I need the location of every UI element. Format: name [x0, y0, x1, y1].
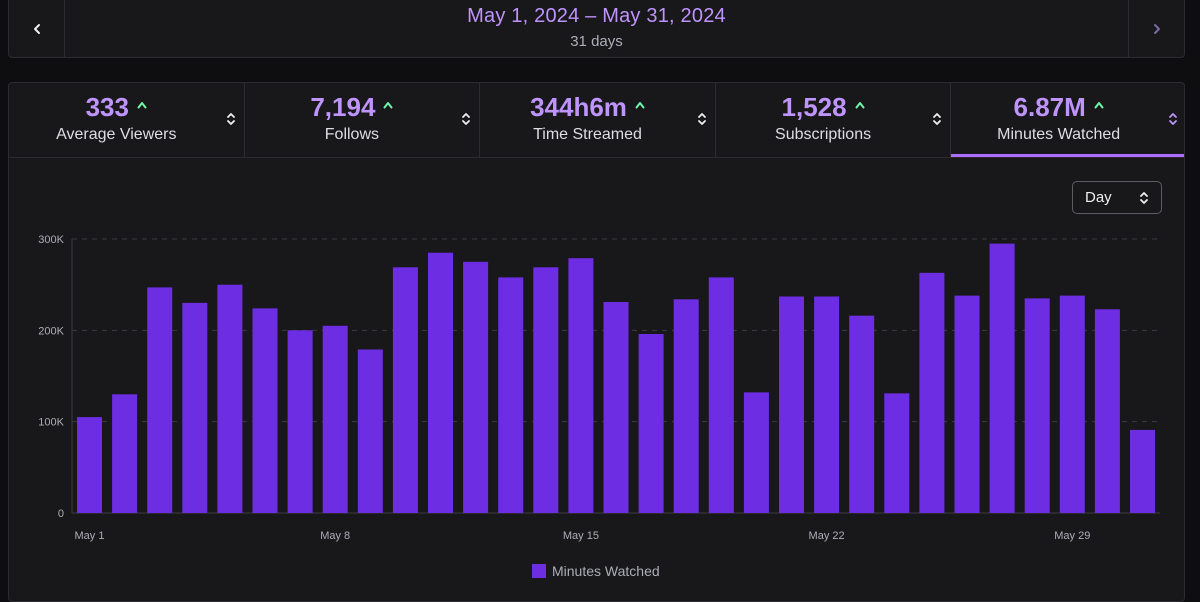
- trend-up-icon: [1094, 102, 1104, 109]
- trend-up-icon: [855, 102, 865, 109]
- bar-may-27[interactable]: [989, 243, 1015, 513]
- stat-label: Follows: [324, 126, 379, 143]
- chart-legend: Minutes Watched: [532, 563, 660, 579]
- bar-may-8[interactable]: [322, 325, 348, 513]
- date-range-bar: May 1, 2024 – May 31, 2024 31 days: [8, 0, 1185, 58]
- bar-may-30[interactable]: [1094, 309, 1120, 513]
- bar-may-11[interactable]: [428, 252, 453, 513]
- bar-may-13[interactable]: [498, 277, 524, 513]
- bar-may-12[interactable]: [463, 261, 489, 513]
- trend-up-icon: [383, 102, 393, 109]
- legend-label: Minutes Watched: [552, 563, 660, 579]
- granularity-select[interactable]: Day: [1072, 181, 1162, 214]
- next-period-button[interactable]: [1128, 0, 1184, 57]
- bar-may-17[interactable]: [638, 334, 664, 513]
- bar-may-25[interactable]: [919, 272, 945, 513]
- stat-tabs: 333 Average Viewers 7,194 Follows 344h6m…: [9, 83, 1184, 158]
- previous-period-button[interactable]: [9, 0, 65, 57]
- y-tick-label: 0: [58, 508, 64, 520]
- legend-swatch: [532, 564, 546, 578]
- bar-may-14[interactable]: [533, 267, 559, 513]
- up-down-chevron-icon: [1140, 192, 1148, 204]
- y-tick-label: 200K: [38, 325, 64, 337]
- bar-may-28[interactable]: [1024, 298, 1050, 513]
- bar-may-15[interactable]: [568, 258, 594, 513]
- bar-may-1[interactable]: [77, 417, 102, 513]
- stat-tab-follows[interactable]: 7,194 Follows: [245, 83, 481, 157]
- bar-may-3[interactable]: [147, 287, 173, 513]
- stats-panel: 333 Average Viewers 7,194 Follows 344h6m…: [8, 82, 1185, 602]
- chart-bars: [77, 243, 1155, 514]
- bar-may-22[interactable]: [814, 296, 840, 514]
- y-tick-label: 300K: [38, 234, 64, 246]
- chevron-right-icon: [1153, 23, 1160, 34]
- x-tick-label: May 29: [1054, 530, 1090, 542]
- y-tick-label: 100K: [38, 417, 64, 429]
- stat-label: Average Viewers: [56, 126, 177, 143]
- x-tick-label: May 1: [75, 530, 105, 542]
- bar-may-18[interactable]: [673, 299, 699, 513]
- bar-may-23[interactable]: [849, 315, 875, 513]
- bar-may-10[interactable]: [392, 267, 418, 513]
- stat-tab-minutes-watched[interactable]: 6.87M Minutes Watched: [951, 83, 1184, 157]
- bar-may-5[interactable]: [217, 284, 243, 513]
- stat-tab-time-streamed[interactable]: 344h6m Time Streamed: [480, 83, 716, 157]
- minutes-watched-chart: 0 100K 200K 300K May 1 May 8 May 15 May 22 May 2…: [38, 234, 1160, 579]
- x-tick-label: May 15: [563, 530, 599, 542]
- stat-value: 7,194: [310, 92, 376, 122]
- bar-may-19[interactable]: [708, 277, 734, 513]
- stat-label: Time Streamed: [533, 126, 642, 143]
- x-tick-label: May 22: [809, 530, 845, 542]
- chart-axes: 0 100K 200K 300K May 1 May 8 May 15 May 22 May 2…: [38, 234, 1090, 542]
- sort-icon[interactable]: [226, 110, 236, 128]
- stat-value: 1,528: [781, 92, 847, 122]
- sort-icon[interactable]: [461, 110, 471, 128]
- stat-label: Minutes Watched: [997, 126, 1121, 143]
- trend-up-icon: [137, 102, 147, 109]
- date-range-label: May 1, 2024 – May 31, 2024: [467, 5, 726, 27]
- bar-may-4[interactable]: [182, 302, 208, 513]
- stat-value: 333: [85, 92, 129, 122]
- granularity-value: Day: [1085, 189, 1112, 206]
- date-range-days: 31 days: [570, 33, 623, 50]
- bar-may-26[interactable]: [954, 295, 980, 513]
- sort-icon[interactable]: [697, 110, 707, 128]
- bar-may-24[interactable]: [884, 393, 910, 513]
- bar-may-29[interactable]: [1059, 295, 1085, 513]
- bar-may-20[interactable]: [743, 392, 769, 513]
- bar-may-21[interactable]: [779, 296, 804, 514]
- sort-icon[interactable]: [1168, 110, 1178, 128]
- stat-tab-average-viewers[interactable]: 333 Average Viewers: [9, 83, 245, 157]
- stat-value: 6.87M: [1013, 92, 1086, 122]
- stat-tab-subscriptions[interactable]: 1,528 Subscriptions: [716, 83, 952, 157]
- bar-may-2[interactable]: [112, 394, 138, 513]
- x-tick-label: May 8: [320, 530, 350, 542]
- stat-label: Subscriptions: [775, 126, 872, 143]
- chevron-left-icon: [33, 23, 40, 34]
- stat-value: 344h6m: [530, 92, 627, 122]
- bar-may-9[interactable]: [357, 349, 383, 514]
- bar-may-6[interactable]: [252, 308, 278, 513]
- bar-may-31[interactable]: [1130, 429, 1155, 513]
- trend-up-icon: [635, 102, 645, 109]
- bar-may-16[interactable]: [603, 302, 629, 513]
- sort-icon[interactable]: [932, 110, 942, 128]
- bar-may-7[interactable]: [287, 330, 313, 513]
